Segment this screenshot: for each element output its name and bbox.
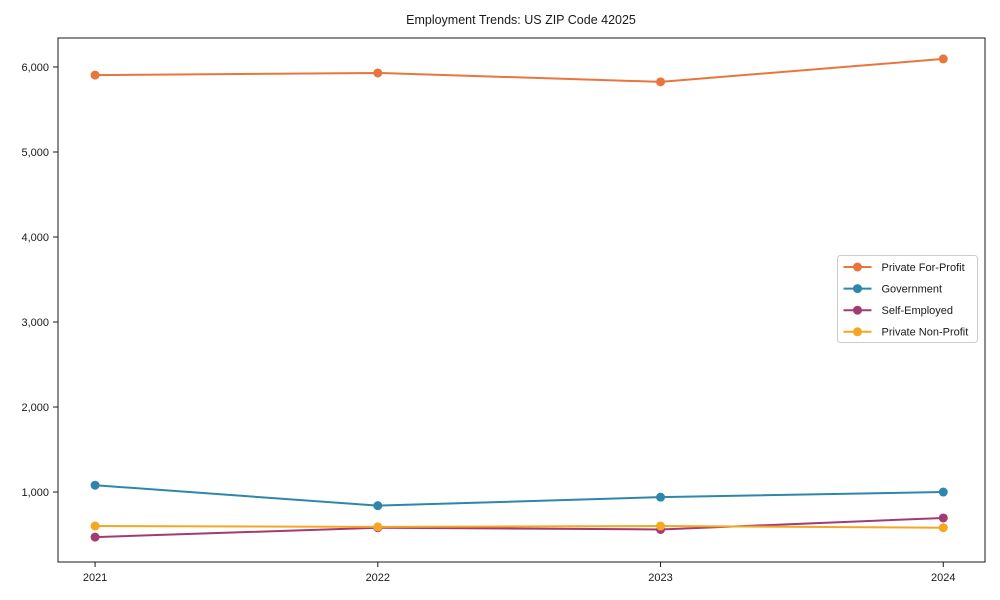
line-private-non-profit (95, 525, 944, 529)
legend-label-private-for-profit: Private For-Profit (882, 262, 965, 274)
point-private-for-profit-2021 (90, 70, 100, 80)
x-tick-label: 2024 (931, 572, 955, 584)
chart-title: Employment Trends: US ZIP Code 42025 (406, 13, 636, 27)
y-tick-label: 6,000 (21, 62, 49, 74)
plot-area: 1,000 2,000 3,000 4,000 5,000 6,000 2021 2022 20… (21, 37, 986, 584)
legend-marker-private-for-profit (853, 262, 862, 272)
legend-label-private-non-profit: Private Non-Profit (882, 327, 969, 339)
point-government-2022 (373, 501, 383, 511)
point-private-for-profit-2022 (373, 68, 383, 78)
point-self-employed-2024 (938, 513, 948, 523)
point-private-for-profit-2024 (938, 54, 948, 64)
y-tick-label: 4,000 (21, 232, 49, 244)
x-tick-label: 2021 (83, 572, 107, 584)
legend-label-government: Government (882, 283, 943, 295)
legend-label-self-employed: Self-Employed (882, 305, 954, 317)
y-tick-label: 5,000 (21, 147, 49, 159)
legend-marker-government (853, 284, 862, 294)
legend-marker-private-non-profit (853, 327, 862, 337)
point-private-for-profit-2023 (656, 77, 666, 87)
y-tick-label: 2,000 (21, 402, 49, 414)
point-private-non-profit-2023 (656, 521, 666, 531)
point-government-2024 (938, 487, 948, 497)
x-tick-label: 2022 (366, 572, 390, 584)
legend-box (837, 255, 978, 343)
legend-marker-self-employed (853, 305, 862, 315)
line-government (95, 484, 944, 507)
point-government-2023 (656, 492, 666, 502)
line-self-employed (95, 516, 944, 539)
plot-border (57, 37, 986, 563)
y-tick-label: 1,000 (21, 487, 49, 499)
line-private-for-profit (95, 57, 944, 83)
point-private-non-profit-2021 (90, 521, 100, 531)
point-self-employed-2021 (90, 532, 100, 542)
x-tick-label: 2023 (648, 572, 672, 584)
y-tick-label: 3,000 (21, 317, 49, 329)
point-government-2021 (90, 480, 100, 490)
point-private-non-profit-2022 (373, 522, 383, 532)
point-private-non-profit-2024 (938, 523, 948, 533)
